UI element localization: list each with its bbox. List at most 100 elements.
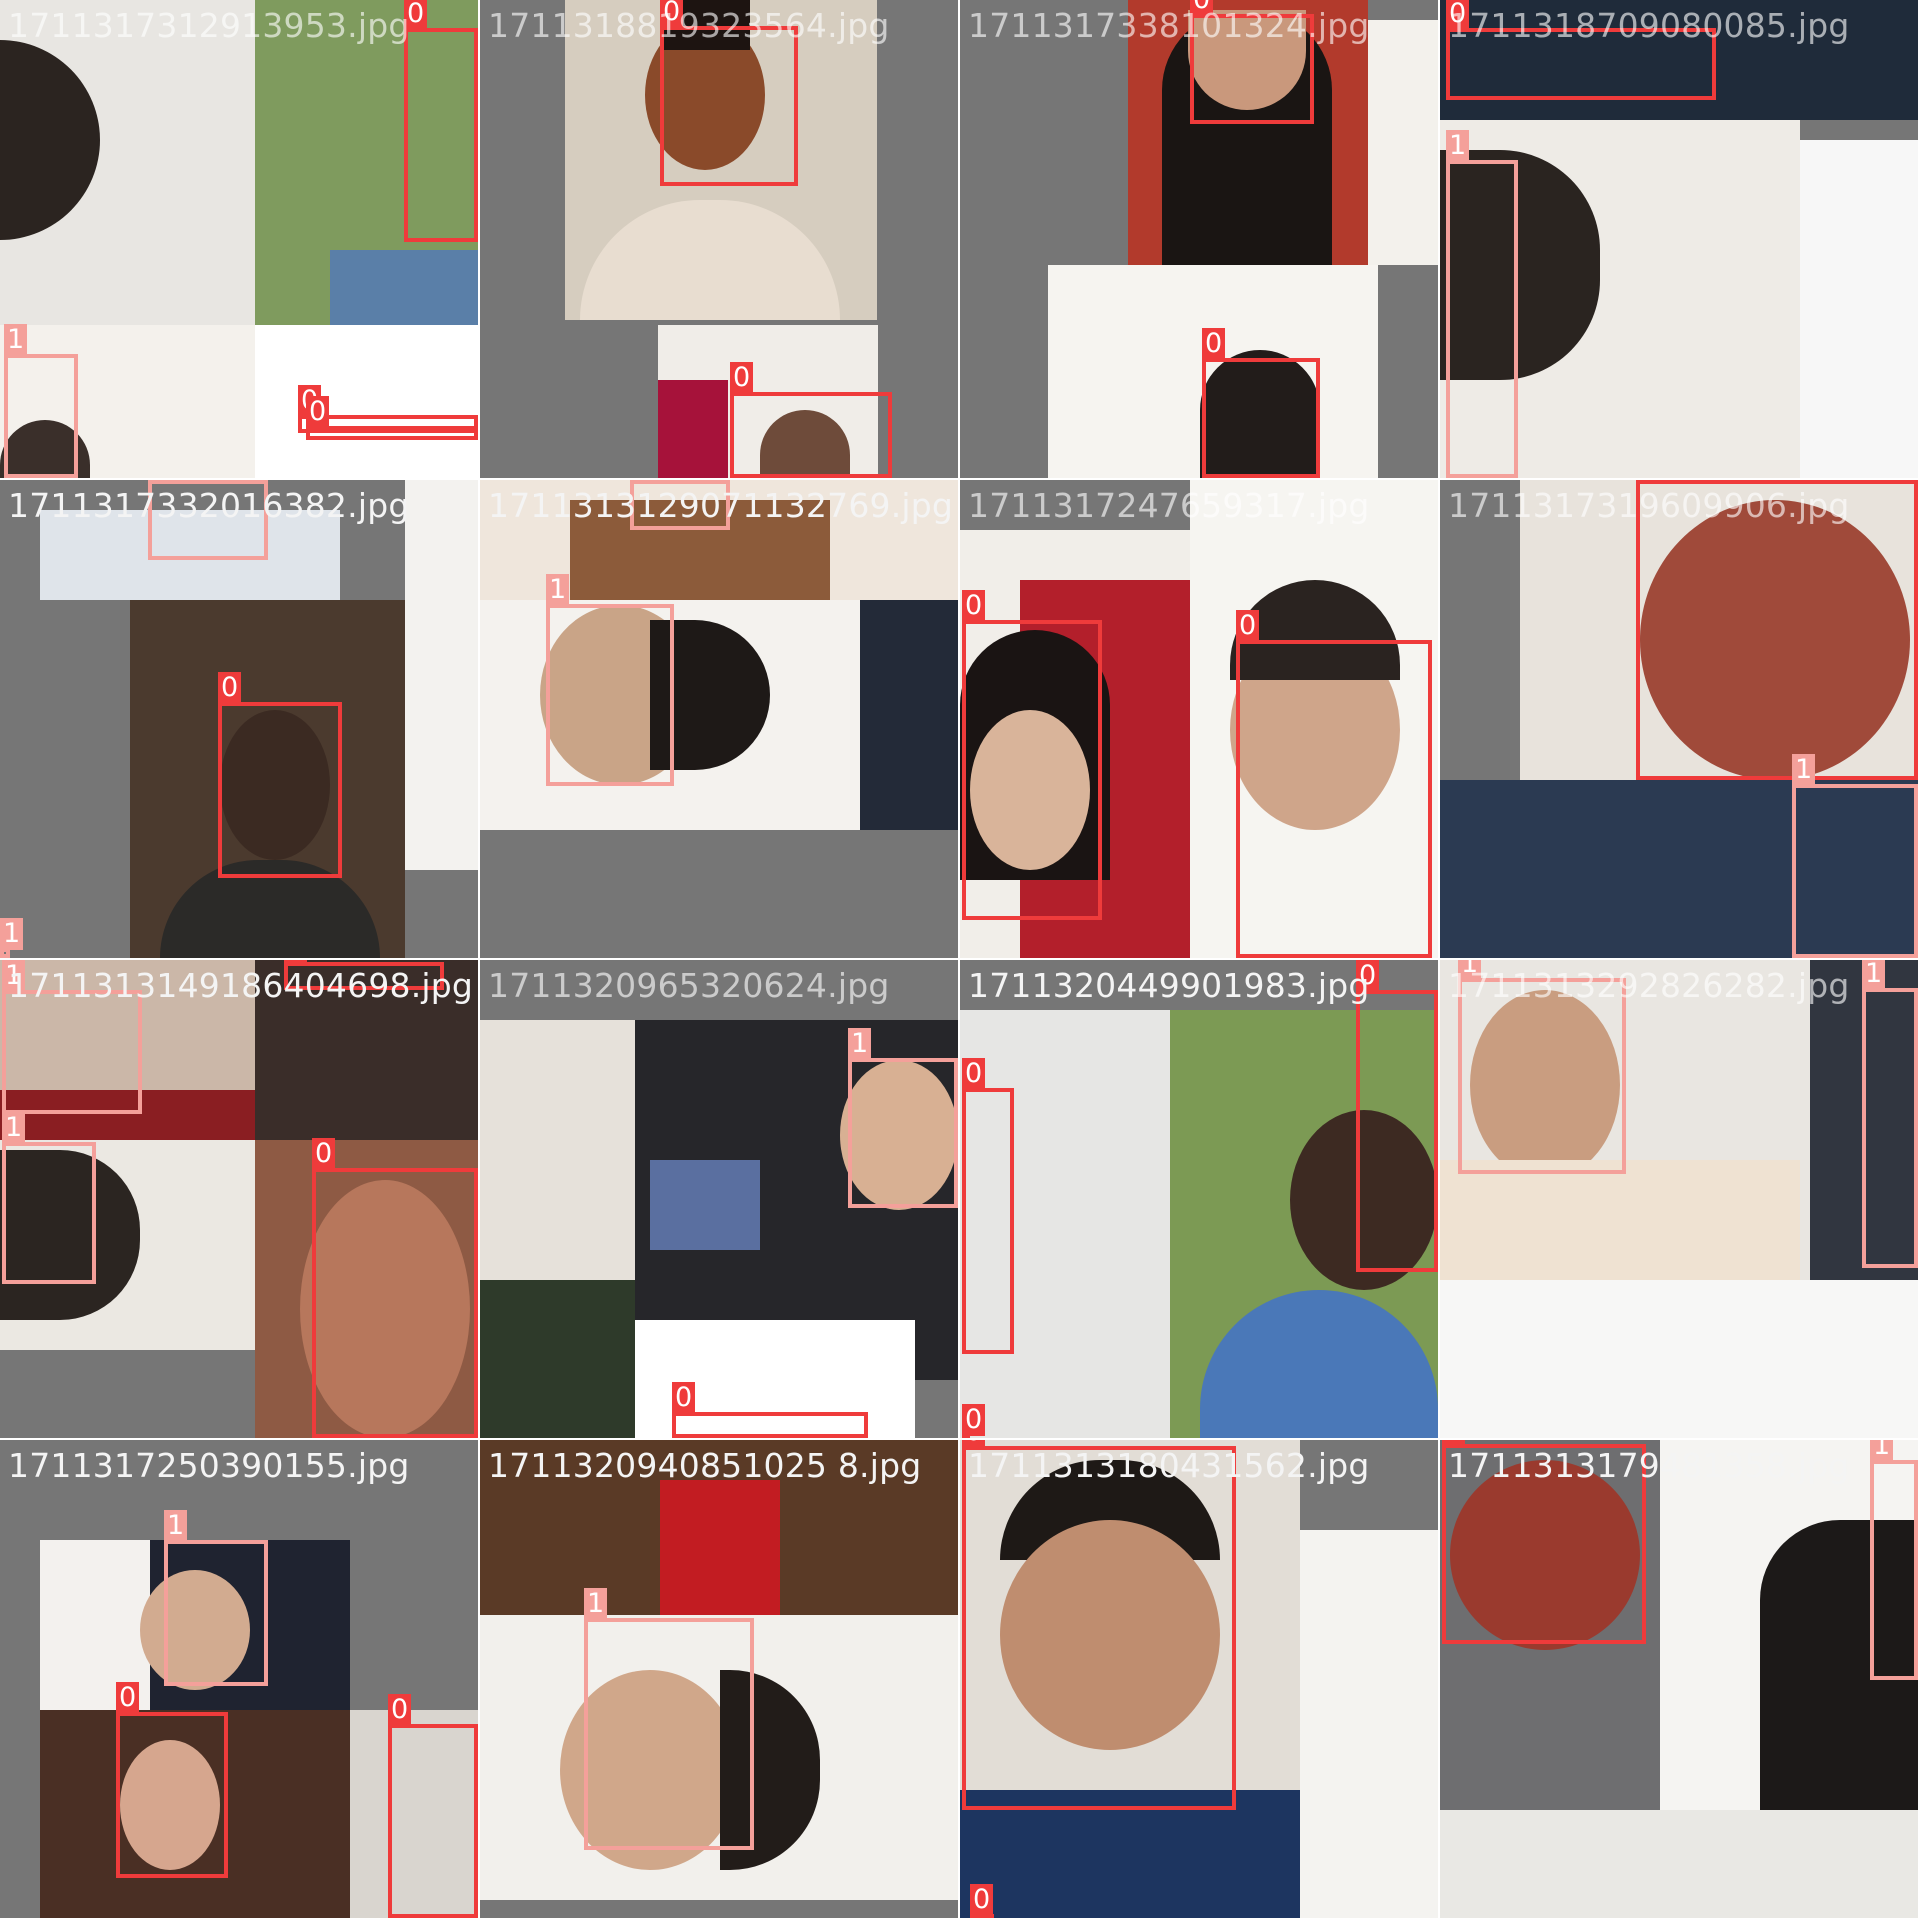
mosaic-tile: 1711313180431562.jpg 0 0 xyxy=(960,1440,1438,1918)
image-filename: 1711317312913953.jpg xyxy=(8,6,410,45)
bounding-box: 0 xyxy=(388,1694,478,1918)
bounding-box: 1 xyxy=(584,1588,754,1850)
class-label: 0 xyxy=(970,1884,994,1916)
image-filename: 1711313180431562.jpg xyxy=(968,1446,1370,1485)
bounding-box: 0 xyxy=(1442,1440,1646,1644)
mosaic-tile: 1711320449901983.jpg 0 0 0 xyxy=(960,960,1438,1438)
bounding-box: 0 xyxy=(116,1682,228,1878)
image-filename: 1711313292826282.jpg xyxy=(1448,966,1850,1005)
image-filename: 1711320940851025 8.jpg xyxy=(488,1446,922,1485)
class-label: 1 xyxy=(1446,130,1470,162)
class-label: 0 xyxy=(404,0,428,30)
class-label: 1 xyxy=(1458,960,1482,980)
class-label: 0 xyxy=(312,1138,336,1170)
mosaic-tile: 1711317332016382.jpg 1 0 1 xyxy=(0,480,478,958)
mosaic-tile: 1711317312913953.jpg 0 1 0 0 xyxy=(0,0,478,478)
mosaic-tile: 1711320965320624.jpg 1 0 xyxy=(480,960,958,1438)
class-label: 0 xyxy=(1356,960,1380,992)
mosaic-tile: 1711317250390155.jpg 1 0 0 xyxy=(0,1440,478,1918)
image-filename: 1711320449901983.jpg xyxy=(968,966,1370,1005)
class-label: 0 xyxy=(962,590,986,622)
class-label: 0 xyxy=(730,362,754,394)
image-filename: 1711313179481358.jpg xyxy=(1448,1446,1850,1485)
mosaic-tile: 1711313149186404698.jpg 1 1 0 0 xyxy=(0,960,478,1438)
class-label: 0 xyxy=(1446,0,1470,30)
bounding-box: 1 xyxy=(1446,130,1518,478)
image-filename: 1711320965320624.jpg xyxy=(488,966,890,1005)
image-filename: 1711317250390155.jpg xyxy=(8,1446,410,1485)
bounding-box: 1 xyxy=(4,324,78,478)
bounding-box: 0 xyxy=(218,672,342,878)
bounding-box: 0 xyxy=(970,1884,994,1918)
mosaic-tile: 1711317319609906.jpg 0 1 xyxy=(1440,480,1918,958)
bounding-box: 0 xyxy=(730,362,892,478)
bounding-box: 0 xyxy=(312,1138,478,1438)
bounding-box: 0 xyxy=(1236,610,1432,958)
class-label: 0 xyxy=(306,396,330,428)
class-label: 1 xyxy=(164,1510,188,1542)
class-label: 0 xyxy=(660,0,684,28)
bounding-box: 0 xyxy=(1356,960,1438,1272)
image-filename: 1711317319609906.jpg xyxy=(1448,486,1850,525)
bounding-box: 0 xyxy=(962,1440,1236,1810)
image-filename: 1711313149186404698.jpg xyxy=(8,966,474,1005)
bounding-box: 1 xyxy=(1870,1440,1918,1680)
class-label: 0 xyxy=(116,1682,140,1714)
class-label: 0 xyxy=(218,672,242,704)
bounding-box: 0 xyxy=(962,1058,1014,1354)
mosaic-tile: 1711317247659317.jpg 0 0 xyxy=(960,480,1438,958)
class-label: 0 xyxy=(962,1404,986,1436)
bounding-box: 1 xyxy=(1458,960,1626,1174)
bounding-box: 0 xyxy=(404,0,478,242)
image-filename: 1711317332016382.jpg xyxy=(8,486,410,525)
mosaic-tile: 1711318819323564.jpg 0 0 xyxy=(480,0,958,478)
image-filename: 1711313129071132769.jpg xyxy=(488,486,954,525)
bounding-box: 0 xyxy=(1202,328,1320,478)
image-filename: 1711317338101324.jpg xyxy=(968,6,1370,45)
bounding-box: 1 xyxy=(848,1028,958,1208)
bounding-box: 1 xyxy=(148,480,268,560)
bounding-box: 0 xyxy=(1446,0,1716,100)
mosaic-tile: 1711318709080085.jpg 0 1 xyxy=(1440,0,1918,478)
class-label: 1 xyxy=(848,1028,872,1060)
bounding-box: 0 xyxy=(306,396,478,440)
bounding-box: 1 xyxy=(164,1510,268,1686)
image-filename: 1711317247659317.jpg xyxy=(968,486,1370,525)
image-filename: 1711318819323564.jpg xyxy=(488,6,890,45)
class-label: 0 xyxy=(388,1694,412,1726)
mosaic-tile: 1711313179481358.jpg 0 1 1 xyxy=(1440,1440,1918,1918)
class-label: 1 xyxy=(0,918,24,950)
class-label: 1 xyxy=(2,1112,26,1144)
mosaic-tile: 1711317338101324.jpg 0 0 xyxy=(960,0,1438,478)
bounding-box: 1 xyxy=(0,918,24,958)
bounding-box: 1 xyxy=(1862,960,1918,1268)
class-label: 0 xyxy=(1442,1440,1466,1446)
bounding-box: 1 xyxy=(1792,754,1918,958)
class-label: 1 xyxy=(148,480,172,482)
class-label: 0 xyxy=(1190,0,1214,16)
class-label: 1 xyxy=(1862,960,1886,990)
class-label: 0 xyxy=(962,1440,986,1448)
bounding-box: 0 xyxy=(660,0,798,186)
bounding-box: 1 xyxy=(546,574,674,786)
bounding-box: 0 xyxy=(962,1404,986,1438)
class-label: 0 xyxy=(1236,610,1260,642)
bounding-box: 0 xyxy=(1636,480,1918,780)
bounding-box: 0 xyxy=(672,1382,868,1438)
class-label: 1 xyxy=(1870,1440,1894,1462)
class-label: 1 xyxy=(630,480,654,482)
image-filename: 1711318709080085.jpg xyxy=(1448,6,1850,45)
class-label: 1 xyxy=(2,960,26,992)
class-label: 1 xyxy=(1792,754,1816,786)
class-label: 0 xyxy=(284,960,308,964)
bounding-box: 0 xyxy=(284,960,444,990)
class-label: 1 xyxy=(546,574,570,606)
bounding-box: 1 xyxy=(2,960,142,1114)
bounding-box: 1 xyxy=(2,1112,96,1284)
class-label: 0 xyxy=(672,1382,696,1414)
class-label: 0 xyxy=(1636,480,1660,482)
class-label: 1 xyxy=(4,324,28,356)
mosaic-tile: 1711320940851025 8.jpg 1 xyxy=(480,1440,958,1918)
mosaic-tile: 1711313129071132769.jpg 1 1 xyxy=(480,480,958,958)
